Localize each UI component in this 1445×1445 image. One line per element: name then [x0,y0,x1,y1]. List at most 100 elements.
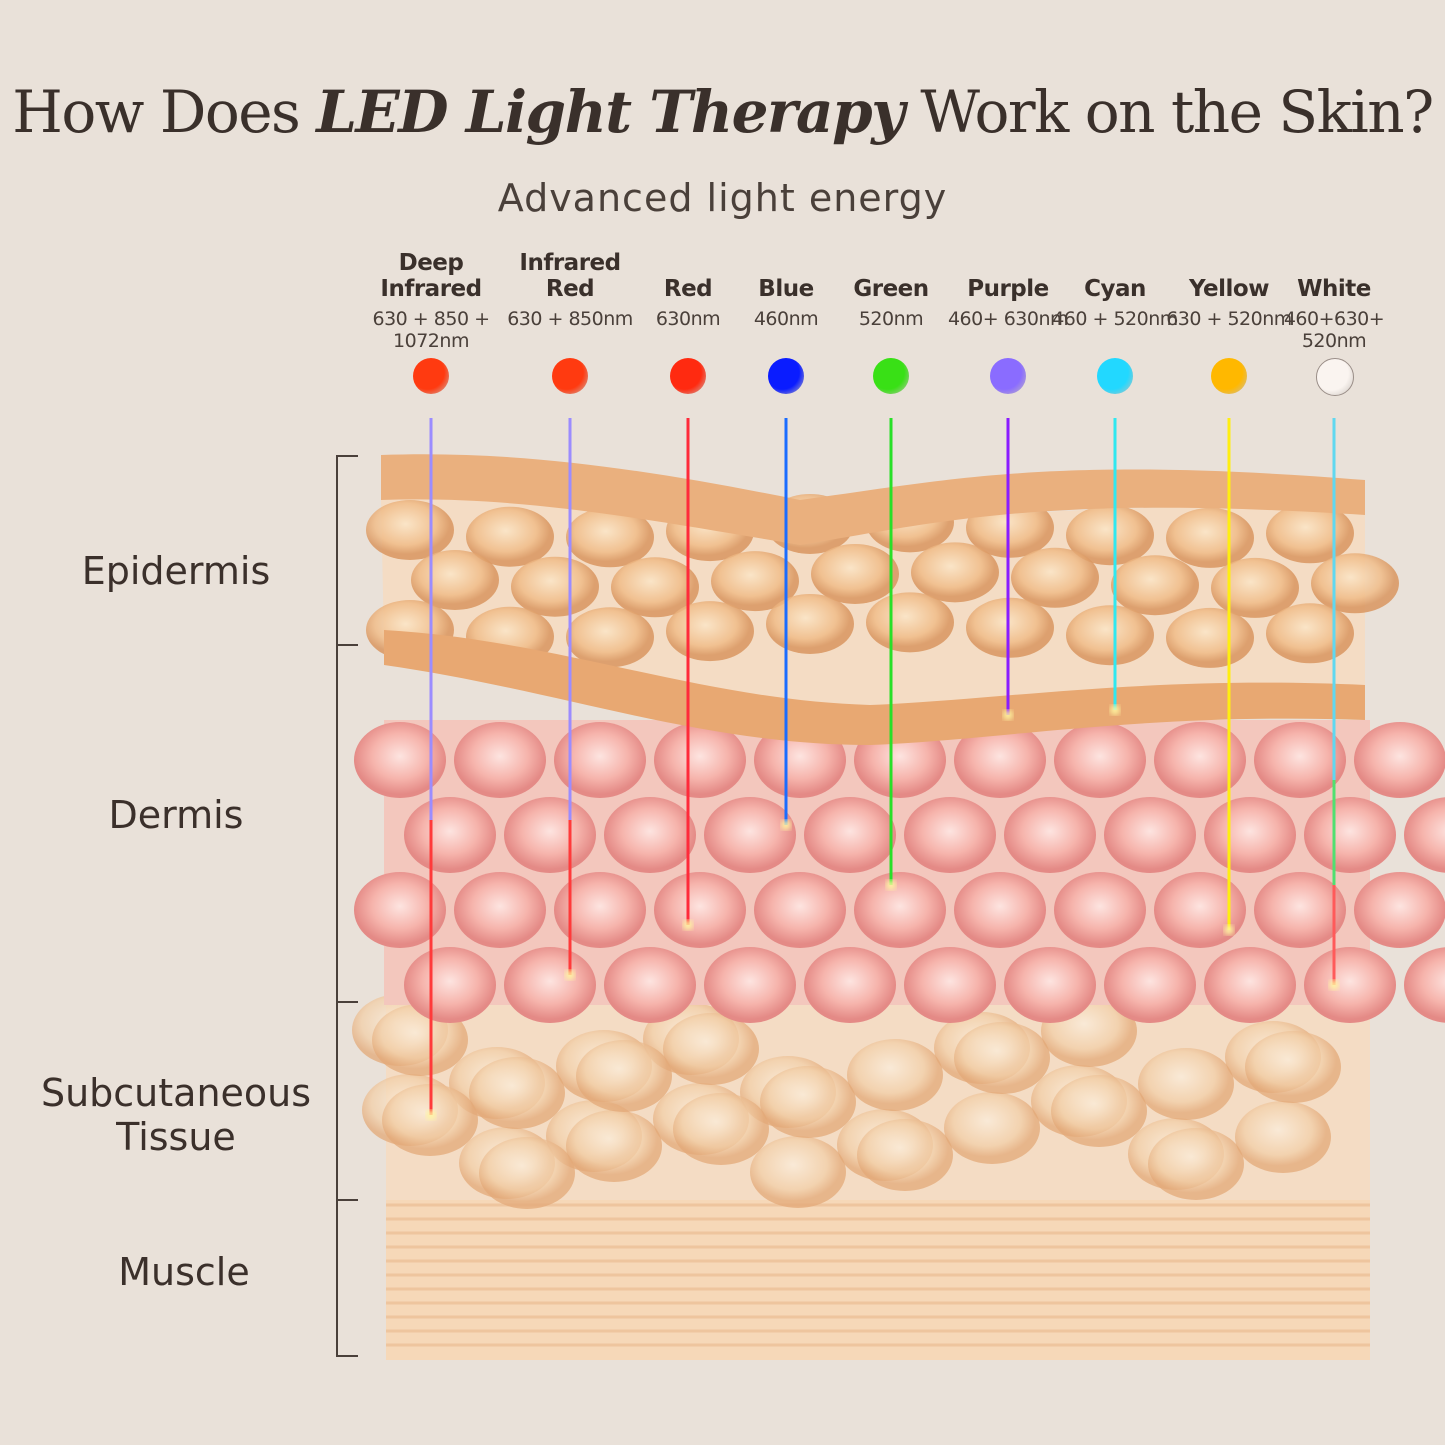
led-color-dot-icon [1211,358,1247,394]
fat-cell [954,1022,1050,1094]
epidermis-cell [711,551,799,612]
dermis-cell [804,947,896,1023]
dermis-cell [1104,947,1196,1023]
dermis-cell [704,797,796,873]
light-column-blue: Blue 460nm [716,248,856,354]
epidermis-cell [766,593,854,654]
light-column-yellow: Yellow 630 + 520nm [1159,248,1299,354]
dermis-cell [404,947,496,1023]
dermis-cell [604,947,696,1023]
title-post: Work on the Skin? [903,78,1434,146]
epidermis-cell [566,507,654,568]
epidermis-cell [366,500,454,560]
dermis-cell [1004,797,1096,873]
epidermis-cell [466,506,554,567]
dermis-cell [1004,947,1096,1023]
light-wavelength: 460nm [753,308,819,330]
led-color-dot-icon [1316,358,1354,396]
dermis-cell [854,872,946,948]
light-column-cyan: Cyan 460 + 520nm [1045,248,1185,354]
dermis-cell [1104,797,1196,873]
dermis-cell [954,872,1046,948]
dermis-cell [954,722,1046,798]
dermis-cell [1054,722,1146,798]
light-column-deep-infrared: Deep Infrared 630 + 850 + 1072nm [361,248,501,354]
led-color-dot-icon [670,358,706,394]
dermis-cell [354,872,446,948]
dermis-cell [1354,722,1445,798]
fat-cell [479,1137,575,1209]
fat-cell [944,1092,1040,1164]
layer-label-dermis: Dermis [108,793,244,837]
bracket-tick [338,1001,358,1003]
dermis-cell [1154,722,1246,798]
fat-cell [750,1136,846,1208]
epidermis-cell [1011,547,1099,608]
light-name: White [1297,276,1371,302]
fat-cell [382,1084,478,1156]
led-color-dot-icon [990,358,1026,394]
led-color-dot-icon [768,358,804,394]
light-wavelength: 630 + 520nm [1166,308,1292,330]
epidermis-cell [1166,607,1254,668]
light-name: Cyan [1084,276,1146,302]
light-name: Blue [758,276,814,302]
light-name: Purple [967,276,1049,302]
epidermis-cell [666,601,754,662]
light-name: Infrared Red [519,250,621,302]
dermis-cell [704,947,796,1023]
title-emphasis: LED Light Therapy [316,78,905,146]
subtitle: Advanced light energy [497,176,948,220]
dermis-cell [1304,947,1396,1023]
dermis-cell [1254,722,1346,798]
light-wavelength: 630nm [655,308,721,330]
epidermis-cell [1311,553,1399,614]
light-column-green: Green 520nm [821,248,961,354]
bracket-tick [338,455,358,457]
page-title: How Does LED Light Therapy Work on the S… [0,78,1445,146]
dermis-cell [404,797,496,873]
dermis-cell [454,722,546,798]
epidermis-cell [811,543,899,604]
beam-endpoint-glow [1329,980,1339,990]
dermis-cell [904,797,996,873]
basement-membrane [384,630,1365,745]
fat-cell [1235,1101,1331,1173]
fat-cell [1138,1048,1234,1120]
bracket-tick [338,1355,358,1357]
fat-cell [566,1110,662,1182]
epidermis-cell [1111,555,1199,616]
beam-endpoint-glow [1110,705,1120,715]
fat-cell [1051,1075,1147,1147]
beam-endpoint-glow [426,1110,436,1120]
beam-endpoint-glow [886,880,896,890]
light-name: Deep Infrared [380,250,482,302]
epidermis-cell [911,542,999,603]
led-color-dot-icon [552,358,588,394]
fat-cell [847,1039,943,1111]
dermis-cell [904,947,996,1023]
epidermis-cell [566,607,654,668]
dermis-cell [804,797,896,873]
dermis-cell [1204,947,1296,1023]
fat-cell [1245,1031,1341,1103]
epidermis-cell [1166,507,1254,568]
fat-cell [663,1013,759,1085]
layer-label-subcutaneous: Subcutaneous Tissue [40,1071,312,1159]
dermis-cell [504,947,596,1023]
dermis-cell [1154,872,1246,948]
epidermis-cell [1066,605,1154,666]
dermis-cell [754,872,846,948]
fat-cell [760,1066,856,1138]
title-pre: How Does [12,78,317,146]
beam-endpoint-glow [565,970,575,980]
light-wavelength: 520nm [858,308,924,330]
light-column-white: White 460+630+ 520nm [1264,248,1404,354]
dermis-cell [454,872,546,948]
epidermis-cell [866,592,954,653]
layer-label-epidermis: Epidermis [81,549,271,593]
epidermis-cell [1066,505,1154,566]
led-color-dot-icon [873,358,909,394]
led-color-dot-icon [1097,358,1133,394]
